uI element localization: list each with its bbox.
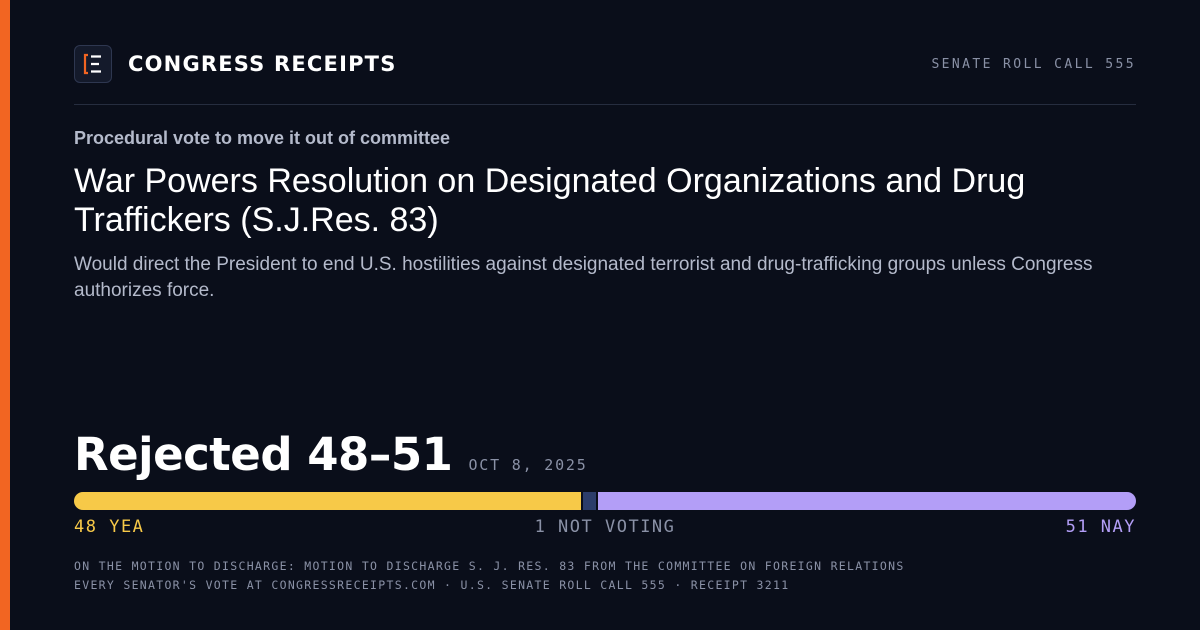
not-voting-count-label: 1 NOT VOTING [534,517,676,537]
tally-gap [595,492,598,510]
tally-gap [580,492,583,510]
tally-not-voting-segment [582,492,596,510]
nay-count-label: 51 NAY [1065,517,1136,537]
yea-count-label: 48 YEA [74,517,145,537]
footer-source-line: EVERY SENATOR'S VOTE AT CONGRESSRECEIPTS… [74,578,790,592]
vote-kicker: Procedural vote to move it out of commit… [74,128,451,148]
vote-description: Would direct the President to end U.S. h… [74,254,1093,301]
vote-result: Rejected 48–51 [74,428,453,481]
footer: ON THE MOTION TO DISCHARGE: MOTION TO DI… [74,557,905,595]
vote-date: OCT 8, 2025 [468,456,588,474]
result-row: Rejected 48–51 OCT 8, 2025 [74,428,588,481]
tally-yea-segment [74,492,581,510]
vote-title: War Powers Resolution on Designated Orga… [74,162,1026,239]
roll-call-label: SENATE ROLL CALL 555 [931,56,1136,72]
tally-labels: 48 YEA 1 NOT VOTING 51 NAY [74,517,1136,539]
tally-bar [74,492,1136,510]
bracket-e-logo-icon [74,45,112,83]
header-divider [74,104,1136,105]
accent-stripe [0,0,10,630]
logo-glyph [83,53,101,75]
footer-motion-line: ON THE MOTION TO DISCHARGE: MOTION TO DI… [74,559,905,573]
header: CONGRESS RECEIPTS SENATE ROLL CALL 555 [74,44,1136,84]
tally-nay-segment [597,492,1136,510]
brand-name: CONGRESS RECEIPTS [128,52,397,76]
brand: CONGRESS RECEIPTS [74,45,397,83]
